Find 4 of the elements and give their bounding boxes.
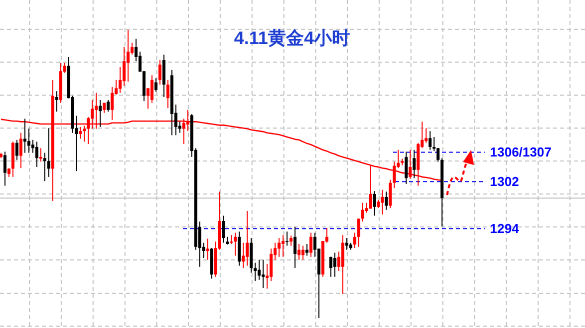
y-tick-label: 1294 (490, 221, 520, 236)
title: 4.11黄金4小时 (234, 28, 350, 48)
y-tick-label: 1302 (490, 174, 519, 190)
y-tick-label: 1306/1307 (490, 144, 552, 160)
